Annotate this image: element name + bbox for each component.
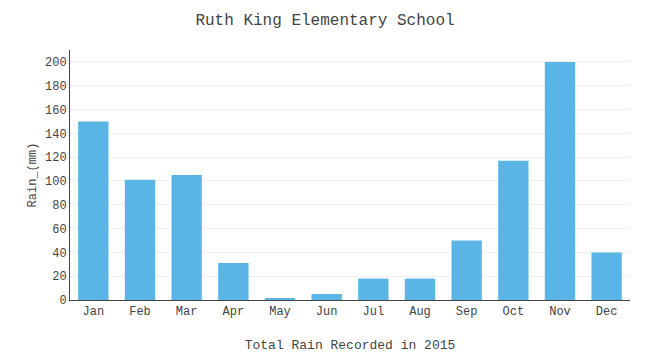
- svg-text:Feb: Feb: [129, 305, 151, 319]
- svg-text:20: 20: [52, 270, 66, 284]
- svg-text:160: 160: [45, 104, 67, 118]
- svg-text:80: 80: [52, 199, 66, 213]
- svg-text:40: 40: [52, 247, 66, 261]
- svg-text:Dec: Dec: [596, 305, 618, 319]
- svg-text:Ruth King Elementary School: Ruth King Elementary School: [195, 12, 454, 30]
- svg-text:100: 100: [45, 175, 67, 189]
- svg-text:Jul: Jul: [363, 305, 385, 319]
- svg-text:Nov: Nov: [549, 305, 571, 319]
- svg-text:0: 0: [59, 294, 66, 308]
- svg-text:Aug: Aug: [409, 305, 431, 319]
- svg-text:Jan: Jan: [83, 305, 105, 319]
- svg-text:Mar: Mar: [176, 305, 198, 319]
- svg-text:Apr: Apr: [223, 305, 245, 319]
- svg-text:Jun: Jun: [316, 305, 338, 319]
- svg-text:May: May: [269, 305, 291, 319]
- svg-text:200: 200: [45, 56, 67, 70]
- svg-text:120: 120: [45, 151, 67, 165]
- svg-text:Oct: Oct: [503, 305, 525, 319]
- svg-text:Sep: Sep: [456, 305, 478, 319]
- svg-text:60: 60: [52, 223, 66, 237]
- svg-text:Rain_(mm): Rain_(mm): [26, 143, 40, 208]
- svg-text:140: 140: [45, 128, 67, 142]
- svg-text:Total Rain Recorded in 2015: Total Rain Recorded in 2015: [245, 338, 456, 353]
- svg-text:180: 180: [45, 80, 67, 94]
